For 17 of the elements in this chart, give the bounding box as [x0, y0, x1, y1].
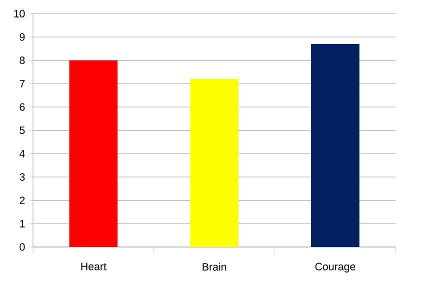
y-tick-label: 9 — [20, 33, 25, 41]
y-tick-label: 4 — [20, 150, 25, 158]
y-tick-label: 3 — [20, 173, 25, 181]
x-tick-label: Brain — [202, 262, 226, 271]
y-tick-label: 2 — [20, 196, 25, 204]
y-tick-label: 1 — [20, 220, 25, 228]
y-tick-label: 6 — [20, 103, 25, 111]
y-tick-label: 8 — [20, 56, 25, 64]
y-tick-label: 10 — [14, 10, 25, 18]
y-tick-label: 7 — [20, 80, 25, 88]
y-tick-label: 0 — [20, 243, 25, 251]
x-tick-label: Heart — [81, 262, 106, 270]
x-tick-label: Courage — [315, 262, 356, 272]
bar — [311, 44, 360, 247]
bar — [190, 78, 239, 247]
bar — [69, 60, 118, 247]
y-tick-label: 5 — [20, 126, 25, 134]
